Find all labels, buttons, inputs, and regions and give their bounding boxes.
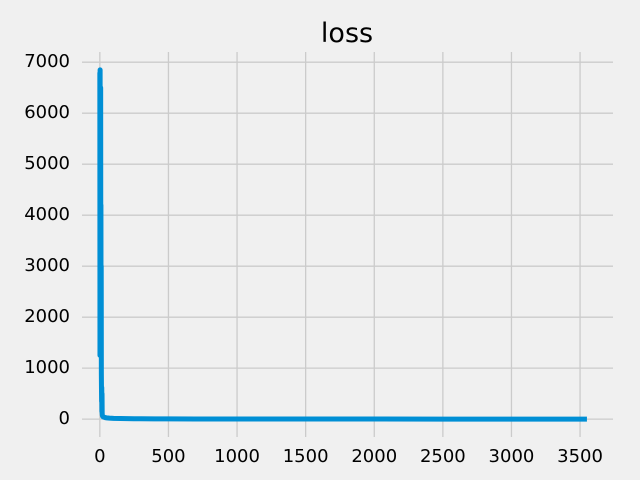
x-tick-label: 500: [151, 446, 185, 467]
x-tick-label: 1500: [283, 446, 329, 467]
y-tick-label: 5000: [24, 153, 70, 174]
loss-series-line: [97, 67, 587, 422]
x-tick-label: 2500: [420, 446, 466, 467]
gridlines: [82, 52, 613, 437]
x-tick-label: 3500: [557, 446, 603, 467]
y-tick-label: 1000: [24, 357, 70, 378]
y-tick-label: 0: [59, 408, 70, 429]
tick-labels: 0 500 1000 1500 2000 2500 3000 3500 0 1000 2000 300…: [24, 51, 603, 467]
x-tick-label: 2000: [351, 446, 397, 467]
y-tick-label: 7000: [24, 51, 70, 72]
series-layer: [97, 67, 587, 422]
x-tick-label: 1000: [214, 446, 260, 467]
y-tick-label: 4000: [24, 204, 70, 225]
x-tick-label: 0: [94, 446, 105, 467]
chart-title: loss: [321, 18, 373, 49]
y-tick-label: 3000: [24, 255, 70, 276]
x-tick-label: 3000: [489, 446, 535, 467]
y-tick-label: 2000: [24, 306, 70, 327]
y-tick-label: 6000: [24, 102, 70, 123]
